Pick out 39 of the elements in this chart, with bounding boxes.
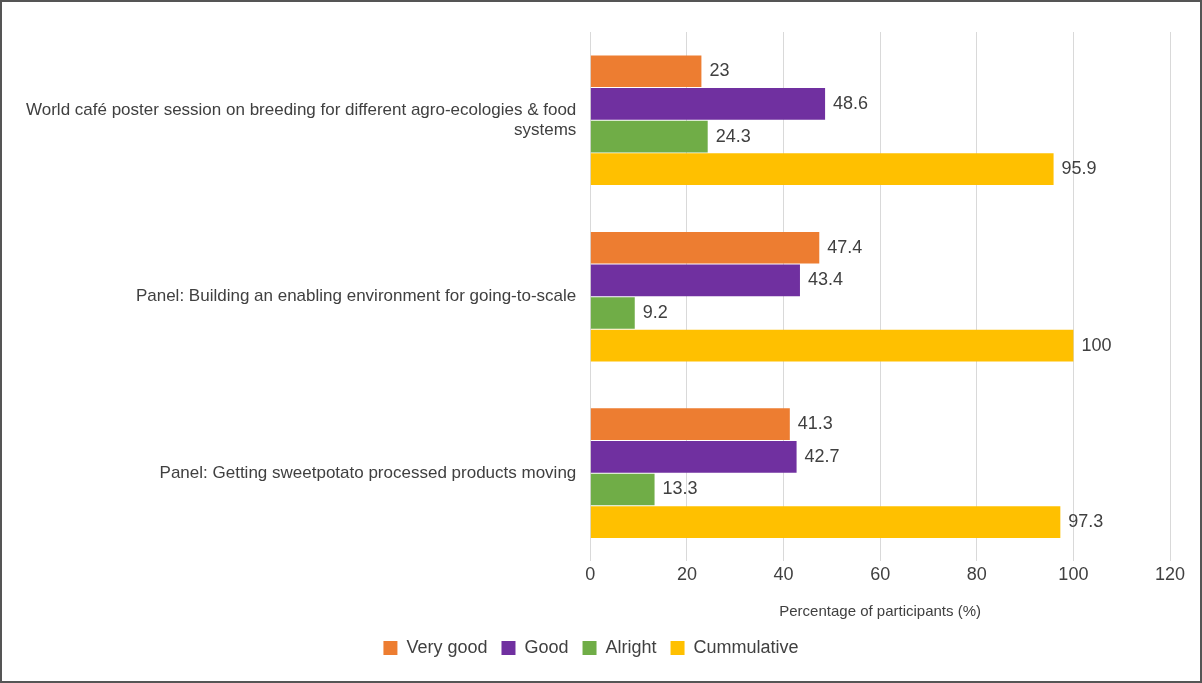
y-tick-label: World café poster session on breeding for different agro-ecologies & food systems: [26, 99, 577, 140]
bar: [590, 506, 1061, 538]
data-label: 100: [1081, 334, 1112, 355]
legend-label: Cummulative: [693, 636, 799, 657]
data-label: 24.3: [715, 125, 751, 146]
bar: [590, 441, 797, 473]
x-tick-label: 0: [585, 564, 596, 585]
data-label: 95.9: [1061, 158, 1097, 179]
bar: [590, 231, 820, 264]
data-label: 9.2: [642, 301, 668, 322]
bar: [590, 55, 702, 88]
bar: [590, 88, 826, 120]
x-tick-label: 60: [870, 564, 891, 585]
data-label: 42.7: [804, 445, 840, 466]
legend-label: Good: [524, 636, 569, 657]
data-label: 97.3: [1068, 511, 1104, 532]
bar: [590, 329, 1074, 362]
data-label: 43.4: [807, 269, 844, 290]
x-tick-label: 120: [1154, 564, 1186, 585]
x-axis-title: Percentage of participants (%): [779, 602, 982, 620]
x-tick-label: 80: [966, 564, 987, 585]
legend-label: Alright: [605, 636, 657, 657]
bar: [590, 408, 790, 441]
x-tick-label: 40: [773, 564, 794, 585]
data-label: 47.4: [827, 236, 863, 257]
data-label: 23: [709, 60, 730, 81]
x-tick-label: 100: [1058, 564, 1089, 585]
bar: [590, 297, 635, 329]
legend-label: Very good: [406, 636, 488, 657]
data-label: 41.3: [797, 413, 833, 434]
bar: [590, 153, 1054, 186]
y-tick-label: Panel: Getting sweetpotato processed products moving: [159, 462, 577, 482]
bar: [590, 473, 655, 506]
bar: [590, 120, 708, 153]
x-tick-label: 20: [676, 564, 697, 585]
data-label: 48.6: [833, 92, 869, 113]
data-label: 13.3: [662, 478, 698, 499]
bar: [590, 264, 800, 297]
y-tick-label: Panel: Building an enabling environment for going-to-scale: [135, 286, 577, 306]
